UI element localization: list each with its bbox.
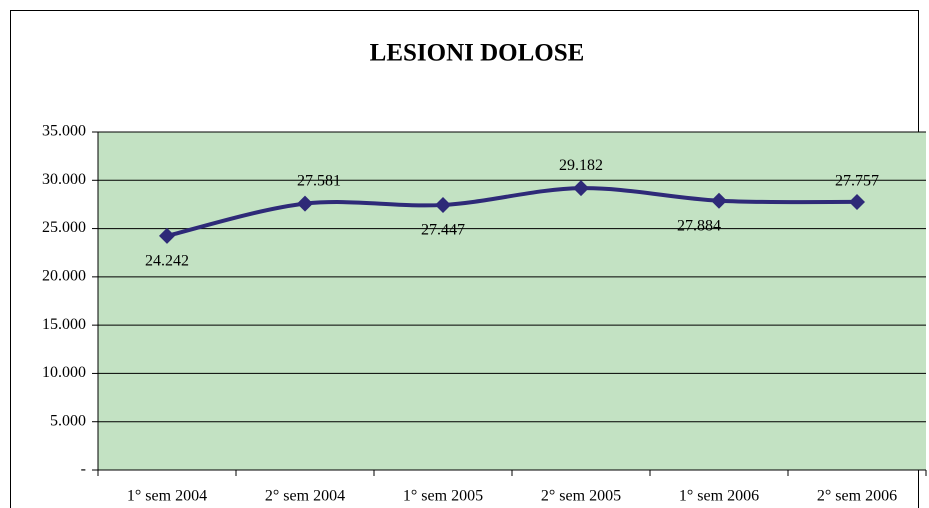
y-tick-label: 30.000 [42, 171, 86, 188]
y-tick-label: - [81, 461, 86, 478]
data-label: 24.242 [145, 253, 189, 270]
marker [159, 227, 175, 244]
data-label: 27.757 [835, 173, 879, 190]
data-label: 27.581 [297, 172, 341, 189]
plot-area [98, 132, 926, 470]
marker [297, 195, 313, 212]
y-tick-label: 20.000 [42, 268, 86, 285]
x-tick-label: 2° sem 2004 [265, 488, 345, 505]
marker [711, 192, 727, 209]
x-tick-label: 2° sem 2006 [817, 488, 897, 505]
marker [849, 193, 865, 210]
chart-title: LESIONI DOLOSE [370, 40, 585, 67]
y-tick-label: 25.000 [42, 219, 86, 236]
x-tick-label: 1° sem 2004 [127, 488, 207, 505]
marker [573, 180, 589, 197]
marker [435, 196, 451, 213]
x-tick-label: 2° sem 2005 [541, 488, 621, 505]
y-tick-label: 35.000 [42, 123, 86, 140]
y-tick-label: 10.000 [42, 364, 86, 381]
x-tick-label: 1° sem 2006 [679, 488, 759, 505]
data-label: 29.182 [559, 157, 603, 174]
data-label: 27.884 [677, 217, 721, 234]
data-label: 27.447 [421, 222, 465, 239]
y-tick-label: 5.000 [50, 412, 86, 429]
y-tick-label: 15.000 [42, 316, 86, 333]
x-tick-label: 1° sem 2005 [403, 488, 483, 505]
series-line [166, 186, 858, 238]
